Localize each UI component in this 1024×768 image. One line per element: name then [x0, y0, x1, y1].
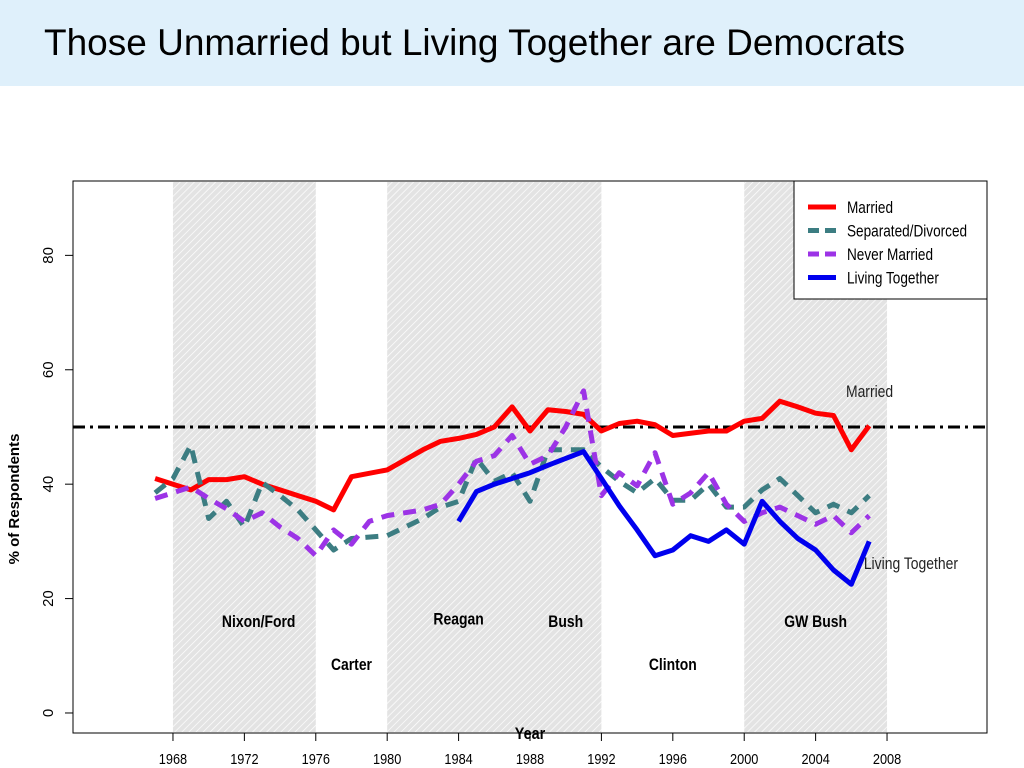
y-tick-label: 60 [40, 361, 57, 378]
x-tick-label: 1976 [302, 750, 331, 767]
annotations: Married Living Together [846, 383, 958, 573]
period-label-nixon-ford: Nixon/Ford [222, 613, 296, 632]
x-tick-label: 2000 [730, 750, 759, 767]
x-tick-label: 1988 [516, 750, 545, 767]
period-label-reagan: Reagan [433, 610, 483, 629]
legend-label-never-married: Never Married [847, 246, 933, 265]
x-tick-label: 2008 [873, 750, 902, 767]
x-tick-label: 1980 [373, 750, 402, 767]
series-line-never-married [154, 388, 871, 559]
y-tick-label: 40 [40, 476, 57, 493]
x-tick-label: 1996 [659, 750, 688, 767]
shaded-periods [172, 182, 888, 732]
shaded-period-nixon-ford [172, 182, 316, 732]
period-labels: Nixon/Ford Carter Reagan Bush Clinton GW Bush [222, 610, 847, 674]
title-band: Those Unmarried but Living Together are … [0, 0, 1024, 86]
chart: 1968 1972 1976 1980 1984 1988 1992 1996 2000 2004… [6, 180, 988, 767]
period-label-carter: Carter [331, 656, 372, 675]
x-axis-label: Year [515, 725, 546, 743]
legend: Married Separated/Divorced Never Married Li… [793, 180, 988, 300]
page-title: Those Unmarried but Living Together are … [44, 22, 906, 63]
series-lines [153, 388, 872, 587]
legend-label-married: Married [847, 199, 893, 218]
y-axis-label: % of Respondents [6, 434, 23, 565]
y-tick-label: 80 [40, 247, 57, 264]
x-tick-label: 2004 [801, 750, 830, 767]
annotation-married: Married [846, 383, 893, 402]
x-tick-label: 1972 [230, 750, 259, 767]
y-tick-label: 20 [40, 590, 57, 607]
series-line-separated-divorced [153, 442, 871, 553]
period-label-bush: Bush [548, 613, 583, 632]
annotation-living-together: Living Together [864, 555, 958, 574]
x-tick-label: 1984 [444, 750, 473, 767]
y-axis: 0 20 40 60 80 [40, 247, 74, 717]
x-tick-label: 1968 [159, 750, 188, 767]
series-line-living-together [456, 449, 872, 587]
legend-label-living-together: Living Together [847, 269, 939, 288]
x-tick-label: 1992 [587, 750, 616, 767]
x-axis: 1968 1972 1976 1980 1984 1988 1992 1996 2000 2004… [159, 732, 902, 767]
period-label-clinton: Clinton [649, 656, 697, 675]
y-tick-label: 0 [40, 709, 57, 717]
legend-label-separated-divorced: Separated/Divorced [847, 222, 967, 241]
period-label-gw-bush: GW Bush [784, 613, 847, 632]
